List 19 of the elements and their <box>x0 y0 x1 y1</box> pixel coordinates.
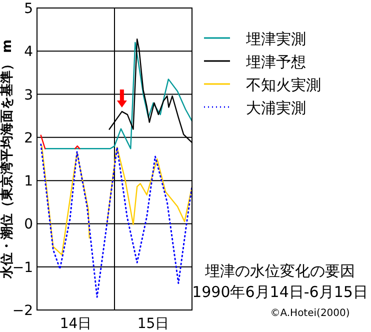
y-tick-label: 0 <box>24 216 33 233</box>
legend-label: 埋津実測 <box>245 30 306 48</box>
y-tick-label: −2 <box>12 303 33 319</box>
text: 1990年6月14日-6月15日 <box>192 283 368 301</box>
text: 埋津の水位変化の要因 <box>204 262 355 280</box>
y-tick-label: −1 <box>12 260 33 276</box>
y-tick-label: 2 <box>24 130 33 146</box>
y-tick-label: 1 <box>24 174 33 190</box>
x-tick-label: 15日 <box>137 316 170 332</box>
y-axis-title: 水位・潮位（東京湾平均海面を基準） m <box>0 39 15 280</box>
legend-label: 大浦実測 <box>246 99 306 117</box>
x-tick-label: 14日 <box>60 316 92 332</box>
line-series <box>106 146 193 226</box>
text: ©A.Hotei(2000) <box>270 308 350 319</box>
y-tick-label: 4 <box>24 44 34 60</box>
legend-label: 不知火実測 <box>246 76 321 94</box>
y-tick-label: 3 <box>24 87 33 104</box>
y-tick-label: 5 <box>24 1 33 17</box>
legend-label: 埋津予想 <box>245 53 306 71</box>
